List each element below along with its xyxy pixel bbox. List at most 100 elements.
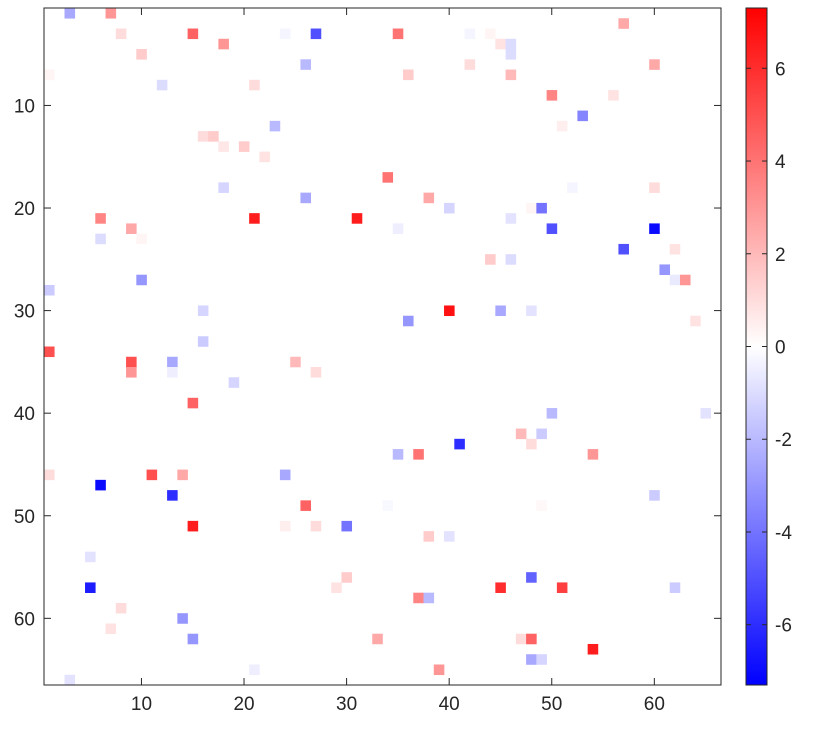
heatmap-cell [526, 654, 537, 665]
heatmap-cell [618, 243, 629, 255]
plot-frame [43, 7, 722, 686]
heatmap-cell [187, 633, 199, 645]
y-tick-label: 20 [14, 199, 35, 220]
colorbar-tick-label: -2 [775, 430, 792, 451]
heatmap-cell [577, 110, 588, 122]
heatmap-cell [546, 408, 558, 419]
heatmap-cell [669, 582, 681, 593]
plot-border [43, 7, 722, 686]
y-tick-label: 60 [14, 609, 35, 630]
heatmap-cell [105, 8, 117, 19]
heatmap-cell [669, 274, 681, 286]
heatmap-cells [44, 8, 712, 686]
heatmap-cell [136, 233, 147, 245]
heatmap-cell [115, 602, 127, 614]
heatmap-cell [187, 520, 199, 532]
heatmap-cell [187, 397, 199, 409]
heatmap-cell [649, 182, 660, 193]
heatmap-cell [290, 356, 301, 368]
heatmap-cell [372, 633, 383, 645]
heatmap-cell [279, 469, 291, 481]
y-tick-label: 10 [14, 96, 35, 117]
x-tick-label: 20 [233, 694, 254, 715]
x-tick-label: 40 [439, 694, 460, 715]
heatmap-cell [310, 367, 322, 378]
heatmap-cell [649, 223, 660, 234]
heatmap-cell [300, 59, 311, 70]
heatmap-cell [567, 182, 578, 193]
colorbar-tick-label: -4 [775, 523, 792, 544]
heatmap-cell [659, 264, 671, 275]
heatmap-cell [238, 141, 250, 152]
heatmap-cell [44, 284, 55, 296]
y-tick-label: 30 [14, 302, 35, 323]
heatmap-cell [485, 28, 496, 40]
heatmap-cell [95, 213, 106, 224]
y-tick-label: 40 [14, 404, 35, 425]
heatmap-cell [423, 531, 435, 542]
heatmap-cell [454, 438, 465, 450]
x-tick-label: 60 [644, 694, 665, 715]
heatmap-cell [679, 274, 691, 286]
heatmap-cell [495, 582, 506, 593]
heatmap-cell [44, 69, 55, 81]
colorbar-tick-label: 2 [775, 245, 786, 266]
heatmap-cell [444, 531, 455, 542]
heatmap-cell [197, 336, 209, 347]
heatmap-cell [300, 500, 311, 511]
heatmap-cell [126, 223, 137, 234]
colorbar-tick-label: 0 [775, 338, 786, 359]
heatmap-cell [423, 592, 435, 604]
heatmap-cell [587, 643, 599, 655]
heatmap-cell [546, 90, 558, 101]
x-tick-label: 10 [131, 694, 152, 715]
heatmap-cell [300, 192, 311, 204]
heatmap-cell [136, 274, 147, 286]
colorbar-tick-label: -6 [775, 616, 792, 637]
x-tick-label: 30 [336, 694, 357, 715]
heatmap-cell [115, 28, 127, 40]
heatmap-cell [331, 582, 342, 593]
heatmap-cell [392, 28, 404, 40]
heatmap-cell [187, 28, 199, 40]
heatmap-cell [495, 38, 506, 50]
heatmap-cell [392, 223, 404, 234]
heatmap-cell [556, 120, 568, 132]
heatmap-cell [423, 192, 435, 204]
heatmap-cell [536, 202, 547, 214]
heatmap-cell [403, 69, 414, 81]
heatmap-cell [64, 8, 76, 19]
heatmap-cell [536, 654, 547, 665]
colorbar: -6 -4 -2 0 2 4 6 [745, 7, 792, 686]
x-tick-label: 50 [541, 694, 562, 715]
y-axis: 10 20 30 40 50 60 [14, 96, 721, 630]
heatmap-cell [126, 356, 137, 368]
heatmap-cell [505, 254, 517, 265]
heatmap-cell [526, 202, 537, 214]
heatmap-cell [690, 315, 701, 327]
heatmap-cell [444, 202, 455, 214]
heatmap-cell [136, 49, 147, 60]
heatmap-cell [218, 182, 229, 193]
heatmap-cell [177, 469, 188, 481]
heatmap-cell [197, 131, 209, 142]
heatmap-cell [413, 449, 424, 460]
colorbar-gradient [746, 8, 767, 685]
heatmap-cell [464, 59, 476, 70]
heatmap-cell [382, 172, 394, 183]
heatmap-cell [526, 633, 537, 645]
heatmap-cell [126, 367, 137, 378]
heatmap-cell [156, 79, 168, 91]
heatmap-cell [546, 223, 558, 234]
heatmap-cell [228, 377, 240, 388]
heatmap-cell [279, 28, 291, 40]
heatmap-cell [505, 69, 517, 81]
heatmap-cell [146, 469, 158, 481]
heatmap-cell [197, 305, 209, 317]
heatmap-cell [279, 520, 291, 532]
heatmap-cell [505, 213, 517, 224]
heatmap-cell [495, 305, 506, 317]
heatmap-cell [526, 305, 537, 317]
heatmap-cell [218, 141, 229, 152]
